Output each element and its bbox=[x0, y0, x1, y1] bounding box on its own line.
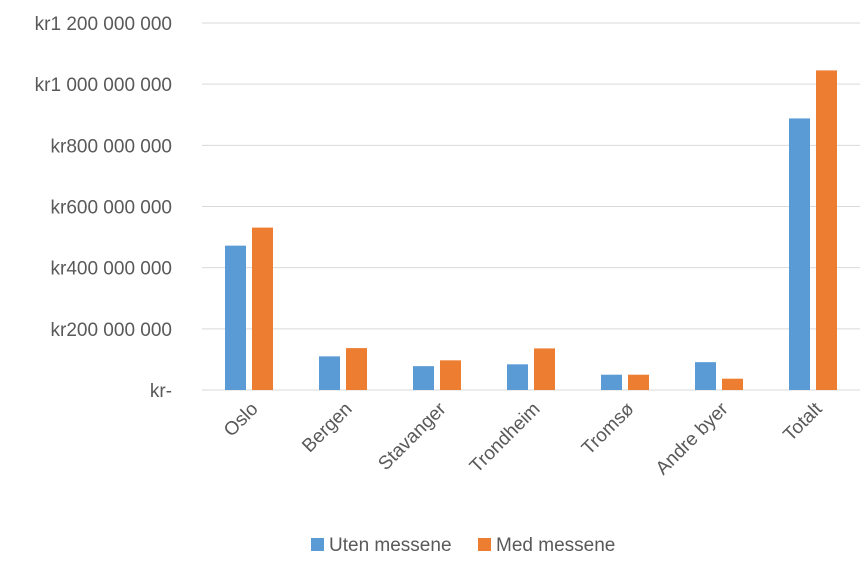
x-category-label: Tromsø bbox=[578, 398, 639, 459]
y-tick-label: kr800 000 000 bbox=[51, 136, 173, 157]
legend-swatch bbox=[311, 538, 324, 551]
x-category-label: Totalt bbox=[780, 398, 827, 445]
bar-uten-messene-5 bbox=[695, 362, 716, 390]
y-axis-tick-labels: kr-kr200 000 000 kr400 000 000 kr600 000 0… bbox=[35, 14, 172, 402]
bar-uten-messene-0 bbox=[225, 245, 246, 390]
bar-med-messene-1 bbox=[346, 348, 367, 390]
bars bbox=[225, 70, 837, 391]
bar-med-messene-2 bbox=[440, 360, 461, 390]
legend-label: Uten messene bbox=[329, 535, 452, 556]
y-tick-label: kr400 000 000 bbox=[51, 259, 173, 280]
gridlines bbox=[202, 22, 860, 391]
bar-med-messene-6 bbox=[816, 70, 837, 390]
bar-uten-messene-2 bbox=[413, 366, 434, 390]
y-tick-label: kr1 200 000 000 bbox=[35, 14, 172, 35]
x-axis-category-labels: Oslo Bergen Stavanger Trondheim Tromsø Andre … bbox=[220, 398, 827, 479]
x-category-label: Stavanger bbox=[374, 398, 451, 475]
x-category-label: Andre byer bbox=[652, 398, 733, 479]
bar-uten-messene-4 bbox=[601, 374, 622, 390]
bar-med-messene-4 bbox=[628, 374, 649, 390]
x-category-label: Bergen bbox=[298, 399, 356, 457]
legend-label: Med messene bbox=[496, 535, 615, 556]
bar-med-messene-3 bbox=[534, 348, 555, 390]
bar-med-messene-5 bbox=[722, 378, 743, 390]
legend-swatch bbox=[478, 538, 491, 551]
bar-uten-messene-6 bbox=[789, 118, 810, 391]
x-category-label: Trondheim bbox=[466, 399, 545, 478]
bar-med-messene-0 bbox=[252, 227, 273, 390]
y-tick-label: kr- bbox=[150, 381, 172, 402]
legend: Uten messene Med messene bbox=[311, 535, 615, 556]
y-tick-label: kr1 000 000 000 bbox=[35, 75, 172, 96]
y-tick-label: kr200 000 000 bbox=[51, 320, 173, 341]
bar-uten-messene-3 bbox=[507, 364, 528, 390]
y-tick-label: kr600 000 000 bbox=[51, 198, 173, 219]
bar-uten-messene-1 bbox=[319, 356, 340, 390]
x-category-label: Oslo bbox=[220, 399, 262, 441]
